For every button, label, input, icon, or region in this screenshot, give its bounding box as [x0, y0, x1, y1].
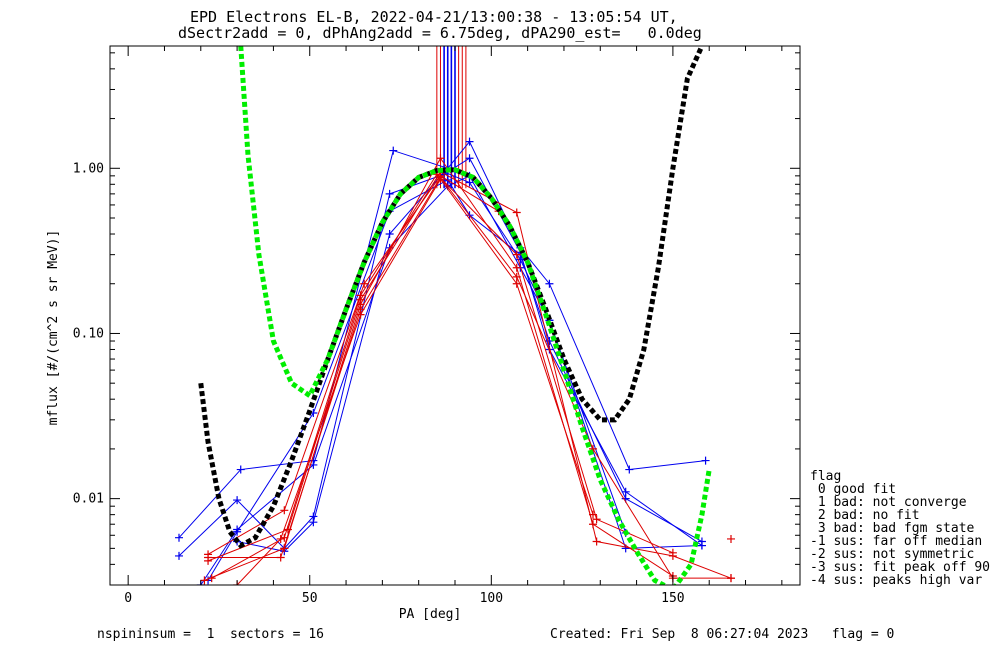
data-point: [385, 230, 394, 239]
data-point: [309, 518, 318, 527]
flag-legend-item: -1 sus: far off median: [810, 534, 983, 549]
data-point: [356, 310, 365, 319]
data-point: [233, 525, 242, 534]
black-fit-curve: [198, 46, 705, 549]
x-axis-label: PA [deg]: [399, 607, 462, 622]
data-point: [625, 465, 634, 474]
flag-legend-item: 3 bad: bad fgm state: [810, 521, 975, 536]
data-point: [465, 137, 474, 146]
series-line: [207, 171, 732, 579]
data-point: [360, 279, 369, 288]
x-tick-label: 0: [124, 591, 132, 606]
data-point: [436, 175, 445, 184]
data-point: [236, 465, 245, 474]
data-point: [668, 548, 677, 557]
data-point: [276, 534, 285, 543]
series-line: [207, 179, 703, 581]
data-point: [280, 506, 289, 515]
x-tick-label: 100: [480, 591, 503, 606]
data-point: [512, 250, 521, 259]
flag-legend-item: 2 bad: no fit: [810, 508, 920, 523]
x-tick-label: 150: [661, 591, 684, 606]
series-line: [211, 173, 674, 579]
data-point: [727, 534, 735, 543]
series-line: [208, 176, 731, 579]
data-point: [697, 541, 706, 550]
data-point: [204, 553, 213, 562]
plot-area: [175, 46, 735, 585]
footer-left: nspininsum = 1 sectors = 16: [97, 627, 324, 642]
data-point: [465, 178, 474, 187]
series-line: [200, 175, 702, 585]
chart-title-line1: EPD Electrons EL-B, 2022-04-21/13:00:38 …: [190, 8, 678, 26]
data-point: [545, 279, 554, 288]
data-point: [727, 574, 735, 583]
flag-legend-item: 1 bad: not converge: [810, 495, 967, 510]
data-point: [516, 255, 525, 264]
data-point: [175, 551, 183, 560]
data-point: [385, 189, 394, 198]
data-point: [200, 576, 209, 585]
data-point: [389, 146, 398, 155]
data-point: [592, 537, 601, 546]
data-point: [233, 496, 242, 505]
flag-legend-item: -4 sus: peaks high var: [810, 573, 983, 588]
series-line: [178, 140, 706, 539]
data-point: [356, 291, 365, 300]
data-point: [276, 553, 285, 562]
data-point: [592, 515, 601, 524]
chart-title-line2: dSectr2add = 0, dPhAng2add = 6.75deg, dP…: [178, 24, 702, 42]
y-tick-label: 0.01: [73, 492, 104, 507]
data-point: [589, 520, 597, 529]
series-line: [204, 157, 674, 581]
series-line: [236, 178, 594, 585]
data-point: [701, 456, 710, 465]
data-point: [465, 154, 474, 163]
series-line: [207, 175, 499, 555]
data-point: [621, 487, 630, 496]
data-point: [512, 263, 521, 272]
flag-legend-item: -2 sus: not symmetric: [810, 547, 975, 562]
series-line: [178, 157, 703, 557]
data-point: [175, 533, 183, 542]
flag-legend-item: 0 good fit: [810, 482, 897, 497]
footer-right: Created: Fri Sep 8 06:27:04 2023 flag = …: [550, 627, 895, 642]
flag-legend-title: flag: [810, 469, 842, 484]
flag-legend-item: -3 sus: fit peak off 90: [810, 560, 991, 575]
data-point: [589, 510, 597, 519]
data-point: [512, 272, 521, 281]
y-tick-label: 1.00: [73, 161, 104, 176]
flag-legend: flag 0 good fit 1 bad: not converge 2 ba…: [810, 470, 990, 587]
green-fit-curve: [238, 46, 712, 585]
x-tick-label: 50: [302, 591, 318, 606]
data-point: [436, 154, 445, 163]
data-point: [512, 208, 521, 217]
y-tick-label: 0.10: [73, 326, 104, 341]
y-axis-label: mflux [#/(cm^2 s sr MeV)]: [46, 230, 61, 426]
data-point: [512, 279, 521, 288]
